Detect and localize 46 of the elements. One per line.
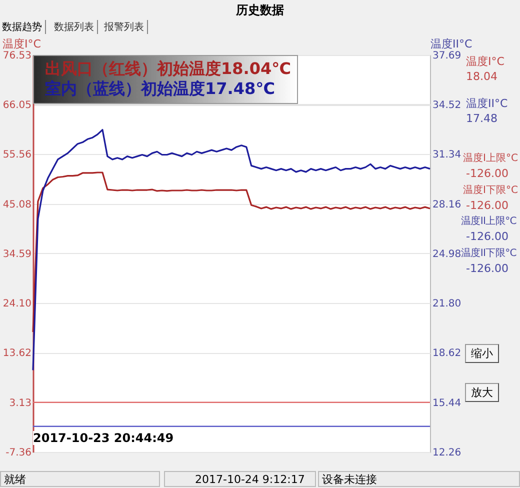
text: -126.00 [466,167,508,180]
text: 出风口（红线）初始温度18.04℃ [45,59,291,78]
y2-tick-label: 24.98 [432,248,462,260]
text: 温度I°C [466,54,504,69]
text: 数据列表 [54,20,98,34]
chart-title: 历史数据 [235,2,285,19]
y-tick-label: 45.08 [2,199,32,210]
y2-tick-label: 28.16 [432,199,462,210]
annotation: 2017-10-23 20:44:49 [33,431,174,445]
y-tick-label: 76.53 [2,50,32,62]
text: 温度II°C [466,96,508,111]
y2-tick-label: 15.44 [432,398,462,409]
text: 温度II上限°C [461,214,516,228]
y2-tick-label: 34.52 [432,100,462,111]
y2-tick-label: 21.80 [432,298,462,310]
y2-axis-title: 温度II°C [430,38,472,50]
text: 报警列表 [104,20,148,34]
y2-tick-label: 37.69 [432,50,462,62]
line-series [32,128,431,371]
text: 2017-10-24 9:12:17 [164,471,316,487]
text: 就绪 [0,471,160,487]
y-tick-label: 55.56 [2,150,32,161]
text: 放大 [465,383,499,402]
text: 18.04 [466,70,498,83]
text: 温度II下限°C [461,246,516,260]
y-axis-title: 温度I°C [2,38,42,50]
text: 17.48 [466,112,498,125]
text: 温度I上限°C [463,152,518,165]
line-series [32,172,431,333]
y-tick-label: 66.05 [2,100,32,112]
text: -126.00 [466,199,508,212]
text: -126.00 [466,262,508,275]
y2-tick-label: 12.26 [432,448,462,458]
y-tick-label: -7.36 [6,448,32,458]
text: 设备未连接 [318,471,520,487]
y-tick-label: 3.13 [9,398,32,409]
y2-tick-label: 31.34 [432,150,462,161]
text: -126.00 [466,230,508,243]
text: 温度I下限°C [463,184,518,197]
y-tick-label: 34.59 [2,248,32,260]
text: 缩小 [465,344,499,363]
y-tick-label: 24.10 [2,298,32,310]
text: 数据趋势 [2,20,46,34]
y2-tick-label: 18.62 [432,348,462,360]
y-tick-label: 13.62 [2,348,32,360]
text: 室内（蓝线）初始温度17.48℃ [45,79,275,98]
